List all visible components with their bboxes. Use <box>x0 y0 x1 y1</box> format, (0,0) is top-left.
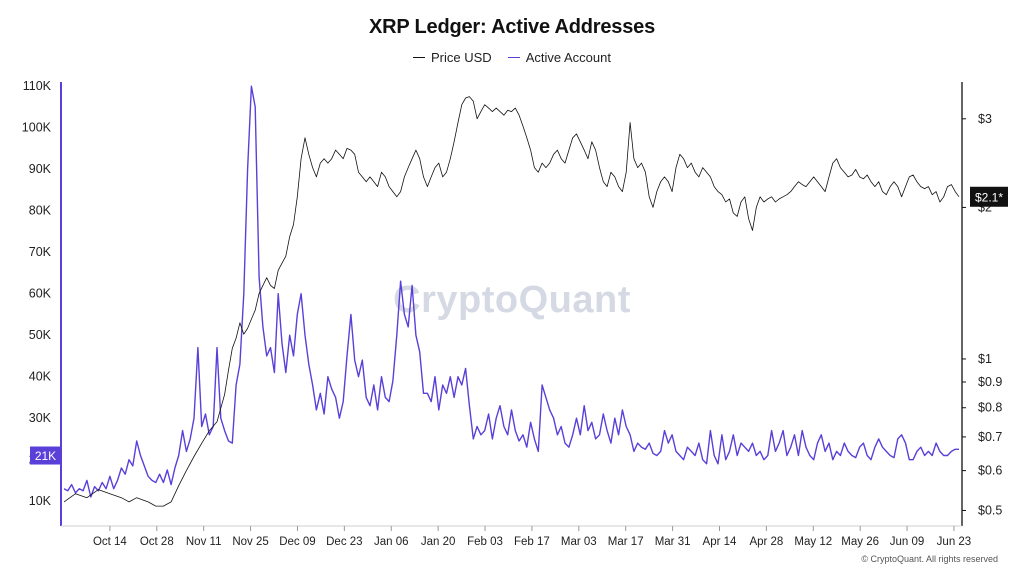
left-tick-label: 60K <box>29 287 52 301</box>
x-tick-label: May 12 <box>794 536 832 548</box>
left-tick-label: 70K <box>29 245 52 259</box>
x-tick-label: Oct 14 <box>93 536 127 548</box>
right-tick-label: $0.6 <box>978 464 1002 478</box>
legend-item-active-account[interactable]: Active Account <box>507 50 611 65</box>
left-tick-label: 30K <box>29 411 52 425</box>
chart-title: XRP Ledger: Active Addresses <box>369 16 655 38</box>
x-tick-label: Mar 17 <box>608 536 644 548</box>
x-tick-label: Oct 28 <box>140 536 174 548</box>
x-tick-label: Jun 23 <box>937 536 972 548</box>
legend-item-price[interactable]: Price USD <box>413 50 492 65</box>
x-tick-label: Apr 14 <box>703 536 737 548</box>
right-tick-label: $3 <box>978 112 992 126</box>
x-tick-label: Apr 28 <box>749 536 783 548</box>
legend: Price USD Active Account <box>0 50 1024 65</box>
series-line-price <box>63 96 960 507</box>
x-tick-label: Mar 31 <box>655 536 691 548</box>
left-current-badge <box>30 446 61 465</box>
left-current-badge-label: 21K <box>35 449 56 463</box>
right-tick-label: $1 <box>978 352 992 366</box>
legend-swatch-price <box>413 57 426 58</box>
right-current-badge-label: $2.1* <box>975 190 1003 204</box>
copyright: © CryptoQuant. All rights reserved <box>861 554 998 564</box>
right-tick-label: $0.5 <box>978 503 1002 517</box>
left-tick-label: 80K <box>29 204 52 218</box>
x-tick-label: Jun 09 <box>890 536 925 548</box>
left-tick-label: 50K <box>29 328 52 342</box>
left-tick-label: 110K <box>23 79 52 93</box>
x-tick-label: Nov 25 <box>232 536 268 548</box>
left-tick-label: 90K <box>29 162 52 176</box>
watermark-text: CryptoQuant <box>393 279 631 321</box>
x-tick-label: Feb 03 <box>467 536 503 548</box>
right-tick-label: $0.9 <box>978 375 1002 389</box>
x-tick-label: May 26 <box>841 536 879 548</box>
legend-swatch-active-account <box>507 57 520 58</box>
left-tick-label: 100K <box>22 121 52 135</box>
legend-label-price: Price USD <box>431 50 492 65</box>
right-tick-label: $0.8 <box>978 401 1002 415</box>
right-current-badge <box>970 186 1008 207</box>
x-tick-label: Feb 17 <box>514 536 550 548</box>
x-tick-label: Jan 20 <box>421 536 456 548</box>
x-tick-label: Dec 09 <box>279 536 315 548</box>
x-tick-label: Mar 03 <box>561 536 597 548</box>
x-tick-label: Jan 06 <box>374 536 409 548</box>
legend-label-active-account: Active Account <box>525 50 611 65</box>
x-tick-label: Dec 23 <box>326 536 362 548</box>
x-tick-label: Nov 11 <box>186 536 222 548</box>
left-tick-label: 40K <box>29 370 52 384</box>
right-tick-label: $0.7 <box>978 430 1002 444</box>
left-tick-label: 10K <box>29 494 52 508</box>
